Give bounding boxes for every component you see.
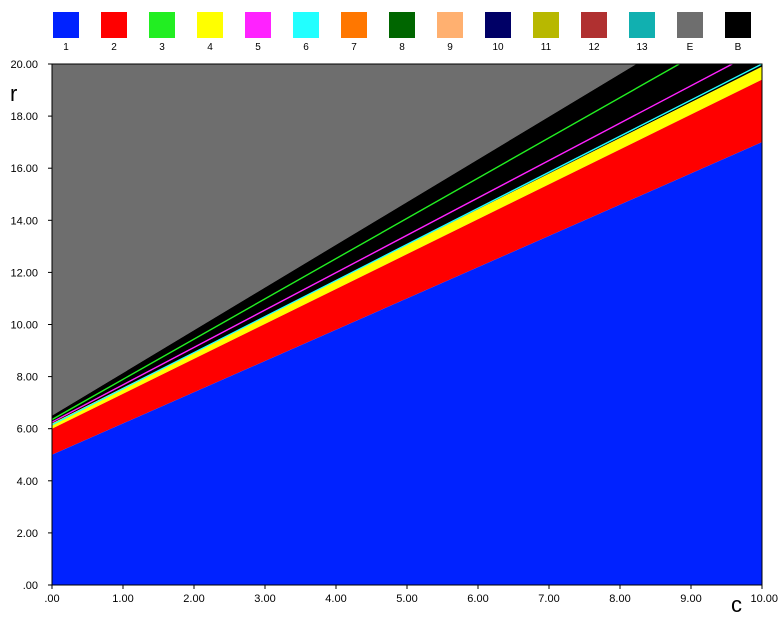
- legend-item-8: 8: [389, 12, 415, 54]
- legend-swatch: [197, 12, 223, 38]
- legend-swatch: [677, 12, 703, 38]
- region-4: [52, 66, 762, 429]
- legend: 1 2 3 4 5 6 7 8 9 10 11 12 13 E B: [0, 0, 778, 62]
- x-tick-label: 9.00: [680, 593, 701, 605]
- legend-item-12: 12: [581, 12, 607, 54]
- legend-label: 9: [447, 42, 453, 53]
- legend-label: 12: [588, 42, 600, 53]
- legend-label: 13: [636, 42, 648, 53]
- y-tick-label: 12.00: [10, 267, 38, 279]
- y-tick-label: 16.00: [10, 163, 38, 175]
- legend-label: 2: [111, 42, 117, 53]
- x-tick-label: 1.00: [112, 593, 133, 605]
- legend-item-4: 4: [197, 12, 223, 54]
- legend-swatch: [581, 12, 607, 38]
- plot-streaks: [52, 64, 762, 426]
- x-tick-label: 10.00: [750, 593, 778, 605]
- legend-label: 11: [540, 42, 552, 53]
- legend-swatch: [533, 12, 559, 38]
- legend-swatch: [389, 12, 415, 38]
- streak-3: [52, 64, 681, 421]
- legend-item-b: B: [725, 12, 751, 54]
- legend-swatch: [293, 12, 319, 38]
- legend-label: 7: [351, 42, 357, 53]
- legend-item-13: 13: [629, 12, 655, 54]
- y-tick-label: 14.00: [10, 215, 38, 227]
- legend-swatch: [437, 12, 463, 38]
- legend-swatch: [101, 12, 127, 38]
- x-tick-label: 4.00: [325, 593, 346, 605]
- legend-item-6: 6: [293, 12, 319, 54]
- legend-label: 10: [492, 42, 504, 53]
- legend-swatch: [725, 12, 751, 38]
- plot-areas: [52, 64, 762, 585]
- y-tick-label: 20.00: [10, 59, 38, 71]
- legend-item-7: 7: [341, 12, 367, 54]
- legend-swatch: [149, 12, 175, 38]
- legend-item-11: 11: [533, 12, 559, 54]
- y-tick-label: 6.00: [17, 424, 38, 436]
- legend-item-3: 3: [149, 12, 175, 54]
- y-tick-label: 18.00: [10, 111, 38, 123]
- x-tick-label: 6.00: [467, 593, 488, 605]
- y-tick-label: 8.00: [17, 372, 38, 384]
- legend-swatch: [245, 12, 271, 38]
- legend-swatch: [485, 12, 511, 38]
- region-1: [52, 142, 762, 585]
- y-tick-label: 2.00: [17, 528, 38, 540]
- x-tick-label: 7.00: [538, 593, 559, 605]
- legend-label: 8: [399, 42, 405, 53]
- x-axis-ticks: .00 1.00 2.00 3.00 4.00 5.00 6.00 7.00 8.00 9.00 1…: [44, 585, 778, 605]
- legend-label: 3: [159, 42, 165, 53]
- y-tick-label: .00: [23, 580, 38, 592]
- legend-swatch: [629, 12, 655, 38]
- legend-label: 1: [63, 42, 69, 53]
- x-tick-label: 2.00: [183, 593, 204, 605]
- legend-item-9: 9: [437, 12, 463, 54]
- legend-label: 4: [207, 42, 213, 53]
- x-axis-label: c: [731, 592, 742, 615]
- x-tick-label: 8.00: [609, 593, 630, 605]
- legend-label: 6: [303, 42, 309, 53]
- streak-5: [52, 64, 734, 423]
- legend-label: E: [686, 42, 694, 53]
- streak-6: [52, 64, 762, 426]
- legend-item-1: 1: [53, 12, 79, 54]
- y-axis-label: r: [10, 81, 17, 106]
- legend-item-5: 5: [245, 12, 271, 54]
- legend-swatch: [341, 12, 367, 38]
- legend-item-10: 10: [485, 12, 511, 54]
- y-axis-ticks: .00 2.00 4.00 6.00 8.00 10.00 12.00 14.00 16.00 1…: [10, 59, 52, 592]
- x-tick-label: 3.00: [254, 593, 275, 605]
- x-tick-label: 5.00: [396, 593, 417, 605]
- legend-label: 5: [255, 42, 261, 53]
- legend-swatch: [53, 12, 79, 38]
- x-tick-label: .00: [44, 593, 59, 605]
- legend-label: B: [734, 42, 742, 53]
- region-2: [52, 79, 762, 455]
- region-e: [52, 64, 762, 416]
- legend-item-2: 2: [101, 12, 127, 54]
- legend-item-e: E: [677, 12, 703, 54]
- y-tick-label: 10.00: [10, 320, 38, 332]
- y-tick-label: 4.00: [17, 476, 38, 488]
